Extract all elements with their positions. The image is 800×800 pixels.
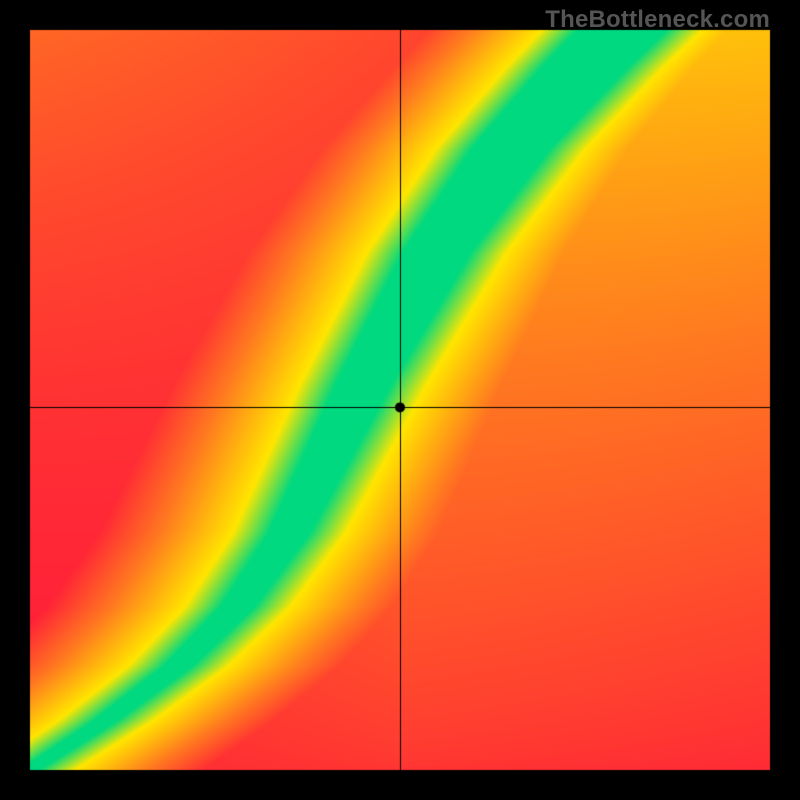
watermark-text: TheBottleneck.com: [545, 6, 770, 34]
heatmap-canvas: [0, 0, 800, 800]
chart-container: TheBottleneck.com: [0, 0, 800, 800]
